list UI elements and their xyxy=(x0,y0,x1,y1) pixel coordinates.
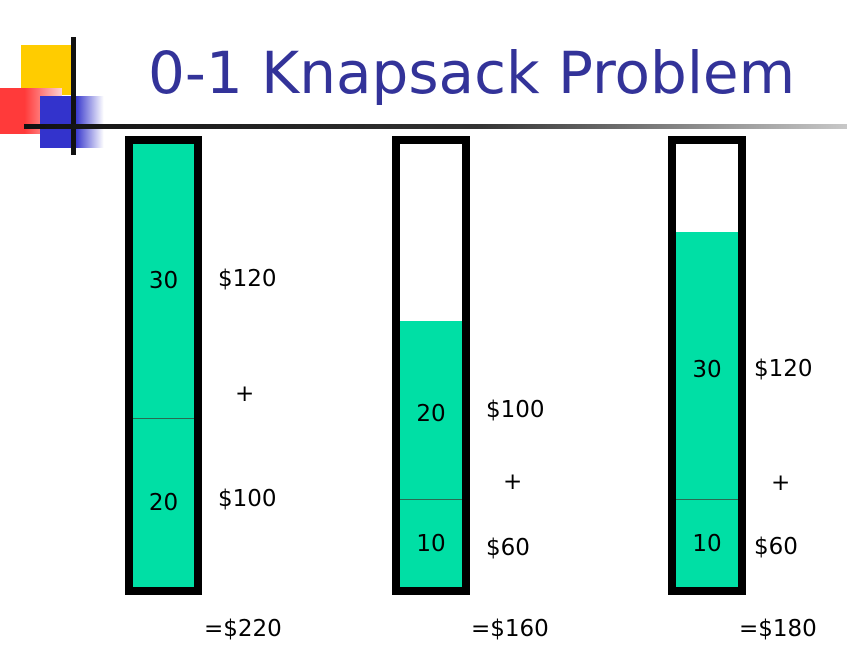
item-value: $120 xyxy=(754,356,813,382)
slide-title: 0-1 Knapsack Problem xyxy=(148,39,796,107)
title-underline xyxy=(24,124,847,129)
logo-vertical-bar xyxy=(71,37,76,155)
knapsack-2: 20 10 xyxy=(392,136,470,595)
logo-square-yellow xyxy=(21,45,71,95)
item-weight-30: 30 xyxy=(676,232,738,507)
item-weight-10: 10 xyxy=(400,499,462,587)
item-value: $100 xyxy=(218,486,277,512)
knapsack-3: 30 10 xyxy=(668,136,746,595)
item-value: $100 xyxy=(486,397,545,423)
item-weight-20: 20 xyxy=(133,418,194,587)
plus-sign: + xyxy=(503,469,523,495)
item-weight-20: 20 xyxy=(400,321,462,507)
knapsack-total: =$180 xyxy=(739,616,817,642)
knapsack-total: =$220 xyxy=(204,616,282,642)
item-value: $120 xyxy=(218,266,277,292)
item-weight-30: 30 xyxy=(133,144,194,418)
item-weight-10: 10 xyxy=(676,499,738,587)
item-value: $60 xyxy=(754,534,798,560)
item-value: $60 xyxy=(486,535,530,561)
knapsack-1: 30 20 xyxy=(125,136,202,595)
knapsack-total: =$160 xyxy=(471,616,549,642)
plus-sign: + xyxy=(771,470,791,496)
plus-sign: + xyxy=(235,381,255,407)
